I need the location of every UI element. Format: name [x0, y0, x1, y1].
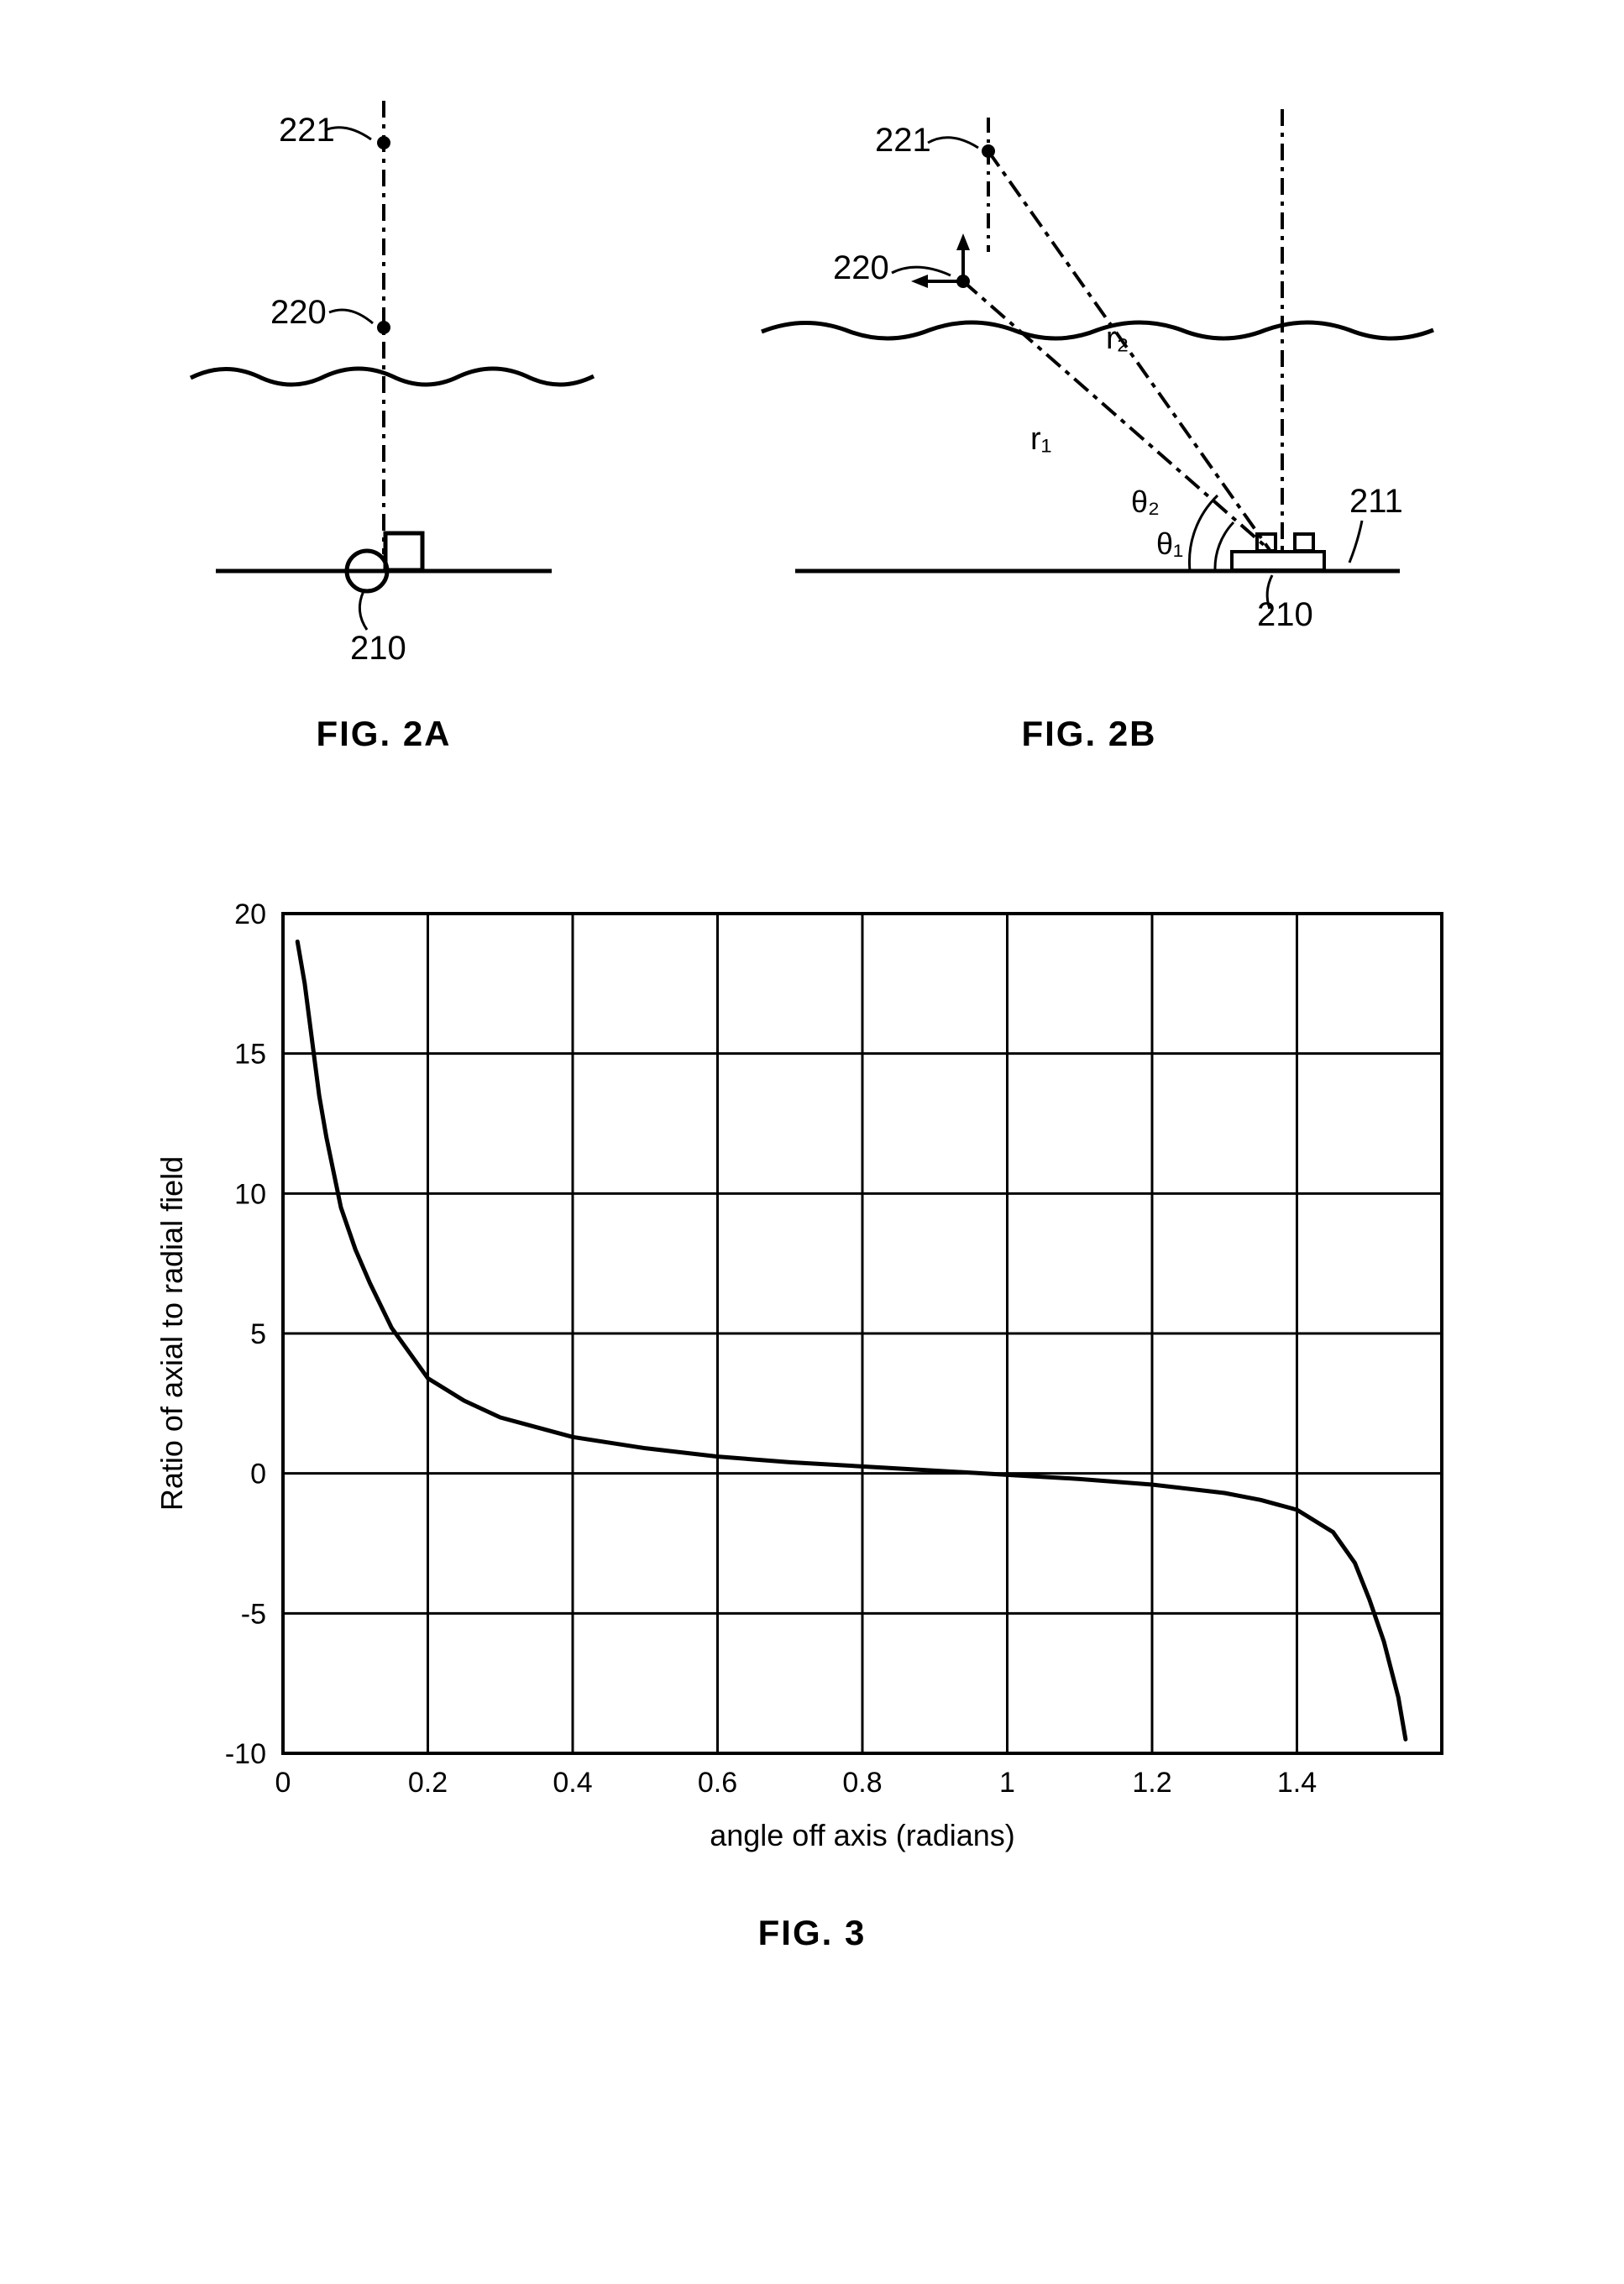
- fig2a-label-221: 221: [279, 112, 335, 149]
- fig-3-label: FIG. 3: [758, 1913, 867, 1953]
- svg-text:5: 5: [250, 1318, 266, 1350]
- fig2b-label-theta2: θ₂: [1131, 485, 1160, 519]
- fig2b-label-r2: r₂: [1106, 321, 1129, 356]
- svg-text:0.2: 0.2: [408, 1767, 448, 1799]
- fig2a-label-210: 210: [350, 630, 406, 667]
- fig-3-svg: 0 0.2 0.4 0.6 0.8 1 1.2 1.4 -10 -5 0 5 10 15 20 angle o…: [132, 880, 1492, 1871]
- fig-2b-label: FIG. 2B: [1021, 714, 1156, 754]
- fig2b-label-221: 221: [875, 122, 931, 159]
- fig-2a-label: FIG. 2A: [316, 714, 451, 754]
- svg-text:0.6: 0.6: [698, 1767, 737, 1799]
- fig2b-label-211: 211: [1349, 483, 1403, 520]
- svg-text:10: 10: [234, 1178, 266, 1210]
- svg-text:15: 15: [234, 1039, 266, 1071]
- svg-text:0: 0: [250, 1459, 266, 1490]
- svg-text:0: 0: [275, 1767, 291, 1799]
- svg-text:-5: -5: [241, 1598, 266, 1630]
- fig-3-container: 0 0.2 0.4 0.6 0.8 1 1.2 1.4 -10 -5 0 5 10 15 20 angle o…: [126, 880, 1498, 1953]
- fig2b-label-r1: r₁: [1030, 422, 1051, 457]
- fig-2a-container: 221 220 210 FIG. 2A: [157, 84, 610, 754]
- fig2b-label-210: 210: [1257, 596, 1313, 633]
- fig2b-label-220: 220: [833, 249, 889, 286]
- fig-2a-svg: 221 220 210: [157, 84, 610, 689]
- svg-text:0.8: 0.8: [842, 1767, 882, 1799]
- fig-2b-container: 221 220: [711, 84, 1467, 754]
- fig2b-label-theta1: θ₁: [1156, 526, 1183, 561]
- svg-text:1: 1: [999, 1767, 1015, 1799]
- svg-text:20: 20: [234, 898, 266, 930]
- fig-2b-svg: 221 220: [711, 84, 1467, 689]
- svg-text:1.4: 1.4: [1277, 1767, 1317, 1799]
- svg-text:angle off axis (radians): angle off axis (radians): [710, 1818, 1015, 1852]
- svg-text:Ratio of axial to radial field: Ratio of axial to radial field: [155, 1156, 189, 1511]
- svg-text:-10: -10: [225, 1738, 266, 1770]
- svg-text:0.4: 0.4: [553, 1767, 592, 1799]
- fig2a-label-220: 220: [270, 294, 327, 331]
- svg-text:1.2: 1.2: [1132, 1767, 1171, 1799]
